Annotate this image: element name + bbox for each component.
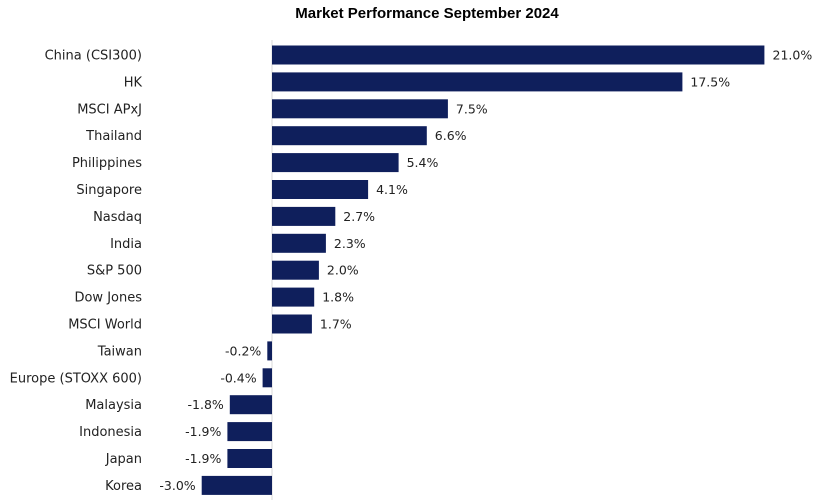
value-label: 1.8% — [322, 290, 354, 305]
bar — [227, 422, 272, 442]
value-label: -1.9% — [185, 451, 221, 466]
bar — [272, 45, 765, 65]
value-label: -3.0% — [159, 478, 195, 493]
category-label: China (CSI300) — [45, 49, 142, 64]
value-label: 1.7% — [320, 317, 352, 332]
value-label: 5.4% — [407, 155, 439, 170]
category-label: Malaysia — [85, 398, 142, 413]
value-label: 6.6% — [435, 128, 467, 143]
bar — [272, 233, 326, 253]
category-label: Dow Jones — [74, 291, 142, 306]
category-label: Singapore — [76, 183, 142, 198]
category-label: S&P 500 — [87, 264, 142, 279]
category-label: India — [110, 237, 142, 252]
category-label: Nasdaq — [93, 210, 142, 225]
value-label: -1.8% — [188, 397, 224, 412]
bars-group: China (CSI300) 21.0% HK 17.5% MSCI APxJ 7.5% T… — [10, 45, 813, 495]
bar — [262, 368, 272, 388]
category-label: Korea — [105, 479, 142, 494]
bar — [272, 126, 427, 146]
value-label: -0.2% — [225, 343, 261, 358]
bar — [272, 314, 312, 334]
category-label: Indonesia — [79, 425, 142, 440]
category-label: Taiwan — [97, 344, 142, 359]
bar — [272, 153, 399, 173]
value-label: 17.5% — [690, 74, 730, 89]
value-label: 2.7% — [343, 209, 375, 224]
bar — [201, 475, 272, 495]
bar — [272, 180, 369, 199]
bar — [272, 287, 315, 307]
category-label: MSCI World — [68, 318, 142, 333]
value-label: -0.4% — [220, 370, 256, 385]
bar — [272, 260, 319, 280]
category-label: Philippines — [72, 156, 142, 171]
bar — [272, 206, 336, 226]
bar — [272, 72, 683, 92]
value-label: 4.1% — [376, 182, 408, 197]
value-label: 21.0% — [773, 48, 813, 63]
category-label: Thailand — [85, 129, 142, 144]
category-label: Japan — [105, 452, 142, 467]
value-label: 2.0% — [327, 263, 359, 278]
bar — [272, 99, 448, 119]
category-label: HK — [124, 75, 143, 90]
bar — [267, 341, 272, 361]
value-label: 2.3% — [334, 236, 366, 251]
value-label: 7.5% — [456, 101, 488, 116]
bar — [227, 449, 272, 468]
chart-title: Market Performance September 2024 — [295, 5, 559, 22]
category-label: Europe (STOXX 600) — [10, 371, 142, 386]
value-label: -1.9% — [185, 424, 221, 439]
category-label: MSCI APxJ — [77, 102, 142, 117]
bar — [229, 395, 272, 415]
